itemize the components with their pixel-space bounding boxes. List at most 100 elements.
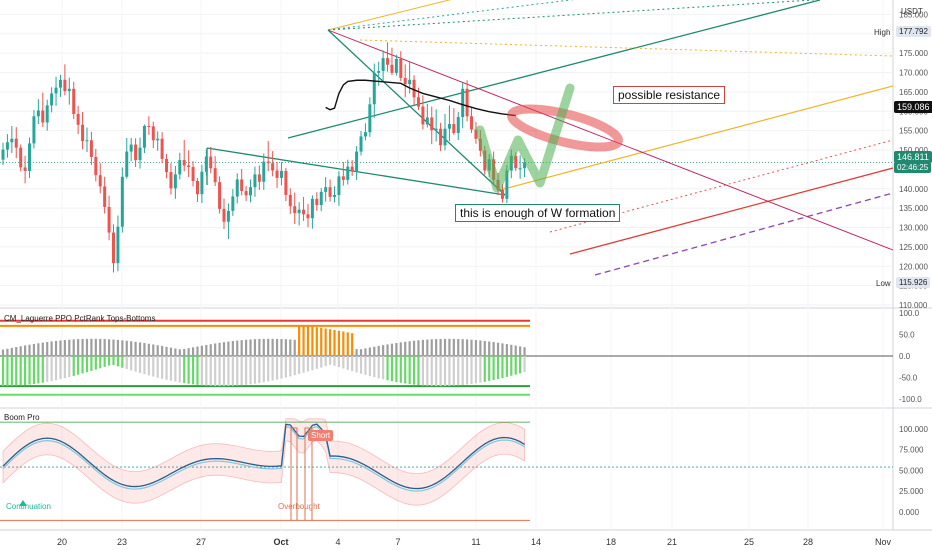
candle-body bbox=[191, 167, 195, 181]
candle-body bbox=[470, 116, 474, 130]
candle-body bbox=[151, 126, 155, 141]
w-formation-stroke bbox=[475, 83, 575, 193]
candle-body bbox=[129, 144, 133, 152]
candle-body bbox=[1, 149, 5, 160]
continuation-label: Continuation bbox=[6, 502, 51, 511]
overbought-bracket-2 bbox=[304, 427, 313, 520]
price-tick-label: 170.000 bbox=[899, 69, 928, 78]
low-label: Low bbox=[876, 279, 891, 288]
candle-body bbox=[456, 117, 460, 133]
triangle-side-2 bbox=[206, 147, 506, 196]
time-tick-label: 21 bbox=[667, 537, 677, 547]
candle-body bbox=[297, 209, 301, 214]
candle-body bbox=[430, 117, 434, 131]
candle-body bbox=[160, 138, 164, 159]
candle-body bbox=[271, 163, 275, 171]
candle-body bbox=[275, 170, 279, 178]
candle-body bbox=[5, 142, 9, 150]
pane-backgrounds bbox=[0, 0, 932, 531]
time-tick-label: 20 bbox=[57, 537, 67, 547]
resistance-price-badge: 159.086 bbox=[894, 101, 932, 113]
current-price-badge: 146.811 bbox=[894, 151, 932, 163]
time-axis: 20 23 27 Oct 4 7 11 14 18 21 25 28 Nov bbox=[57, 537, 892, 547]
candle-body bbox=[306, 214, 310, 219]
candle-body bbox=[523, 162, 527, 169]
boom-main-line bbox=[2, 423, 525, 490]
candle-body bbox=[10, 138, 14, 143]
w-formation-annotation[interactable]: this is enough of W formation bbox=[455, 204, 621, 222]
boom-tick-label: 25.000 bbox=[899, 487, 924, 496]
boom-signal-line bbox=[2, 425, 525, 492]
price-tick-label: 185.000 bbox=[899, 10, 928, 19]
candle-body bbox=[394, 58, 398, 73]
price-tick-label: 150.000 bbox=[899, 146, 928, 155]
candle-body bbox=[103, 186, 107, 207]
candle-body bbox=[359, 136, 363, 152]
candle-body bbox=[98, 175, 102, 187]
median-line-teal bbox=[287, 0, 821, 139]
candle-body bbox=[262, 161, 266, 182]
candle-body bbox=[222, 208, 226, 222]
candle-body bbox=[182, 160, 186, 166]
price-tick-label: 110.000 bbox=[899, 301, 928, 310]
time-tick-label: 7 bbox=[395, 537, 400, 547]
price-tick-label: 130.000 bbox=[899, 224, 928, 233]
red-dotted bbox=[549, 139, 894, 233]
candle-body bbox=[346, 166, 350, 180]
candle-body bbox=[173, 174, 177, 189]
ppo-tick-label: -100.0 bbox=[899, 395, 922, 404]
candle-body bbox=[310, 198, 314, 219]
candle-body bbox=[416, 97, 420, 107]
candle-body bbox=[244, 191, 248, 196]
candle-body bbox=[381, 58, 385, 71]
time-tick-label: 4 bbox=[335, 537, 340, 547]
candle-body bbox=[19, 147, 23, 168]
candle-body bbox=[58, 79, 62, 88]
candle-body bbox=[200, 171, 204, 195]
time-tick-label: 11 bbox=[471, 537, 480, 547]
candle-body bbox=[403, 77, 407, 85]
candle-body bbox=[54, 87, 58, 94]
candle-body bbox=[328, 187, 332, 197]
candle-body bbox=[249, 187, 253, 196]
candle-body bbox=[32, 116, 36, 144]
candle-body bbox=[434, 128, 438, 131]
time-tick-label: 23 bbox=[117, 537, 127, 547]
candle-body bbox=[226, 210, 230, 222]
candle-body bbox=[23, 167, 27, 171]
candle-body bbox=[302, 209, 306, 215]
candle-body bbox=[447, 124, 451, 129]
time-tick-label: 18 bbox=[606, 537, 616, 547]
time-tick-label: 27 bbox=[196, 537, 206, 547]
resistance-ellipse bbox=[507, 104, 623, 152]
overlay-shapes bbox=[475, 83, 623, 193]
candle-body bbox=[120, 176, 124, 227]
price-tick-label: 155.000 bbox=[899, 127, 928, 136]
overbought-label: Overbought bbox=[278, 502, 320, 511]
pitchfork-upper-orange bbox=[327, 0, 452, 31]
candle-body bbox=[112, 232, 115, 264]
price-tick-label: 135.000 bbox=[899, 204, 928, 213]
time-tick-label: 28 bbox=[803, 537, 813, 547]
candle-body bbox=[293, 206, 297, 214]
time-tick-label: Oct bbox=[273, 537, 288, 547]
resistance-annotation[interactable]: possible resistance bbox=[613, 86, 726, 104]
candle-body bbox=[337, 176, 341, 195]
red-solid bbox=[569, 167, 894, 255]
candle-body bbox=[147, 125, 151, 127]
candle-body bbox=[333, 194, 336, 197]
ppo-tick-label: 50.0 bbox=[899, 331, 915, 340]
overbought-bracket-1 bbox=[290, 427, 298, 520]
purple-dashed bbox=[594, 192, 894, 276]
candle-body bbox=[169, 172, 173, 189]
candle-body bbox=[257, 174, 261, 182]
price-tick-label: 125.000 bbox=[899, 243, 928, 252]
countdown-badge: 02:46:25 bbox=[894, 162, 932, 173]
candle-body bbox=[386, 58, 390, 65]
candle-body bbox=[63, 79, 67, 92]
boom-tick-label: 0.000 bbox=[899, 508, 920, 517]
candle-body bbox=[461, 88, 465, 118]
short-signal-badge: Short bbox=[308, 430, 334, 441]
candle-body bbox=[505, 170, 509, 199]
